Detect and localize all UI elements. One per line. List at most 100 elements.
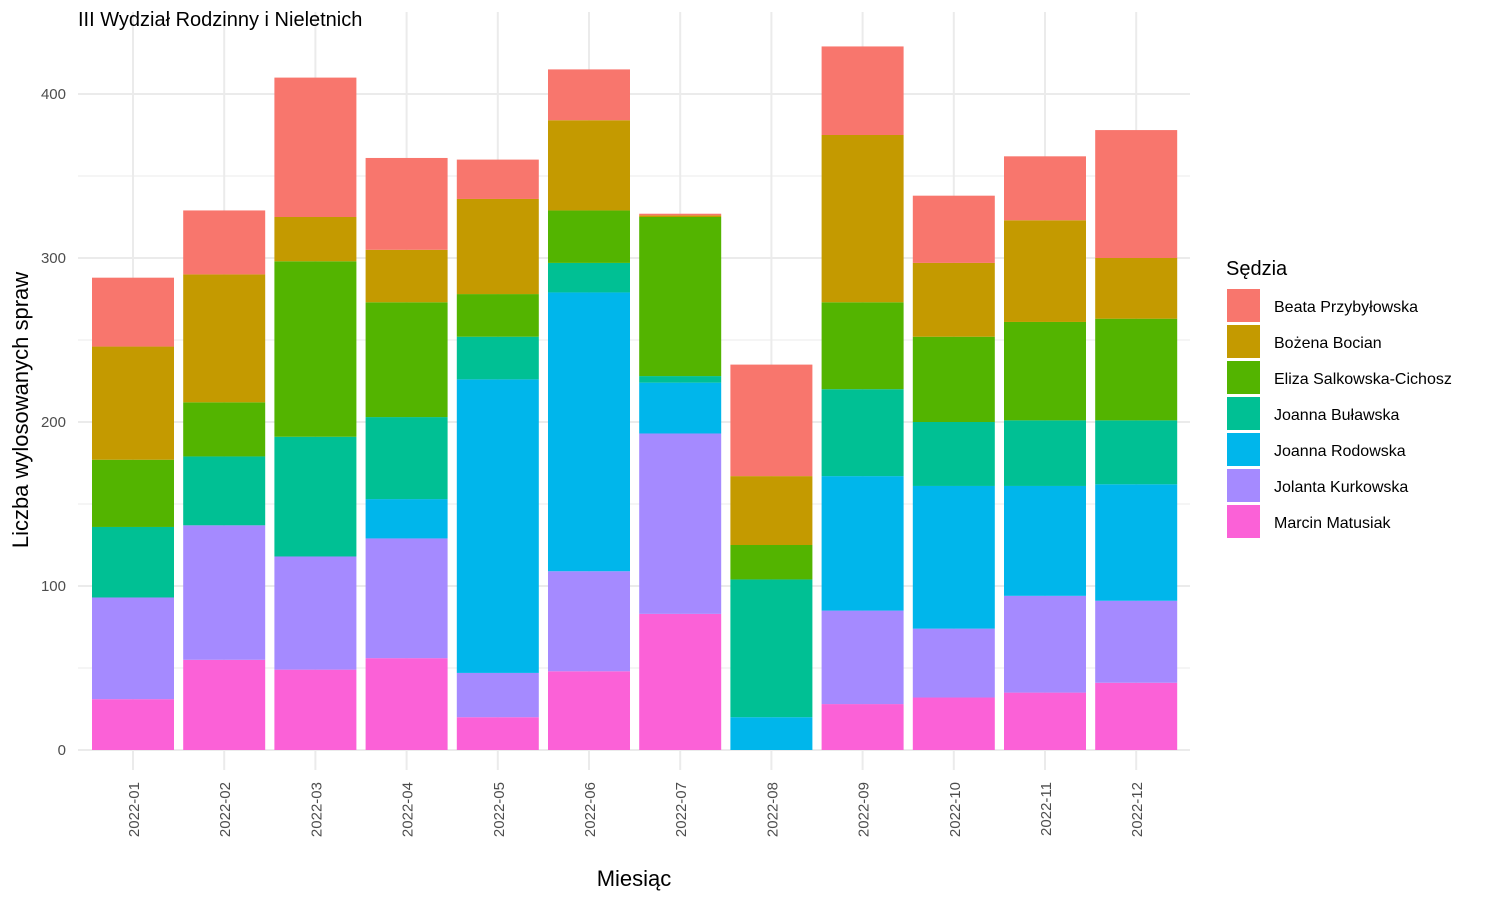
bar-segment [912, 195, 995, 263]
bar-segment [92, 699, 174, 750]
bar-segment [821, 610, 904, 705]
bar-segment [274, 261, 357, 437]
bar-segment [730, 545, 813, 580]
bar-segment [92, 459, 174, 527]
bar-segment [183, 456, 266, 526]
bar-segment [639, 376, 722, 383]
bar-segment [1004, 156, 1086, 221]
x-tick-label: 2022-01 [126, 782, 143, 837]
legend-swatch [1227, 469, 1260, 502]
bar-segment [274, 669, 357, 750]
legend-swatch [1227, 325, 1260, 358]
bar-segment [365, 249, 448, 303]
bar-segment [821, 302, 904, 390]
bar-segment [548, 571, 630, 672]
bar-segment [821, 389, 904, 477]
bar-segment [639, 433, 722, 614]
bar-segment [365, 658, 448, 750]
bar-segment [548, 262, 630, 293]
bar-segment [730, 579, 813, 718]
bar-segment [183, 402, 266, 457]
bar-segment [456, 379, 539, 673]
bar-segment [639, 613, 722, 750]
bar-segment [1004, 321, 1086, 421]
bar-segment [548, 671, 630, 750]
bar-segment [1095, 682, 1178, 750]
bar-segment [639, 213, 722, 216]
bar-segment [456, 672, 539, 718]
bar-segment [365, 417, 448, 500]
y-tick-label: 400 [41, 86, 66, 103]
bar-segment [821, 135, 904, 303]
bar-segment [821, 46, 904, 135]
x-axis-title: Miesiąc [597, 866, 672, 891]
bar-segment [365, 157, 448, 250]
bar-segment [92, 526, 174, 598]
x-tick-label: 2022-03 [308, 782, 325, 837]
bar-segment [1004, 595, 1086, 693]
bar-segment [365, 499, 448, 539]
x-tick-label: 2022-12 [1129, 782, 1146, 837]
bar-segment [183, 525, 266, 660]
bar-segment [912, 628, 995, 698]
bar-segment [183, 659, 266, 750]
bar-segment [274, 436, 357, 557]
y-axis-ticks: 0 100 200 300 400 [41, 86, 66, 759]
bar-segment [912, 262, 995, 337]
x-tick-label: 2022-09 [856, 782, 873, 837]
y-tick-label: 200 [41, 414, 66, 431]
bar-segment [274, 217, 357, 262]
x-tick-label: 2022-06 [582, 782, 599, 837]
bar-segment [1095, 318, 1178, 421]
x-tick-label: 2022-02 [217, 782, 234, 837]
bar-segment [548, 210, 630, 263]
bar-segment [183, 274, 266, 403]
x-tick-label: 2022-08 [764, 782, 781, 837]
bar-segment [92, 277, 174, 347]
bar-segment [456, 336, 539, 380]
bar-segment [821, 476, 904, 611]
y-axis-title: Liczba wylosowanych spraw [8, 272, 33, 548]
bar-segment [821, 704, 904, 750]
y-tick-label: 0 [58, 742, 66, 759]
bar-segment [639, 215, 722, 217]
bar-segment [1095, 600, 1178, 683]
bar-segment [274, 77, 357, 217]
bar-segment [548, 292, 630, 572]
legend: Sędzia Beata Przybyłowska Bożena Bocian El… [1226, 258, 1452, 538]
bar-segment [365, 302, 448, 418]
legend-entry-label: Joanna Rodowska [1274, 443, 1406, 460]
legend-swatch [1227, 289, 1260, 322]
bar-segment [1095, 420, 1178, 485]
x-tick-label: 2022-10 [947, 782, 964, 837]
bar-segment [1004, 692, 1086, 750]
bar-segment [639, 217, 722, 377]
bar-segment [1004, 220, 1086, 322]
bar-segment [1095, 130, 1178, 258]
x-tick-label: 2022-04 [400, 782, 417, 837]
legend-entry-label: Jolanta Kurkowska [1274, 479, 1408, 496]
legend-entry-label: Eliza Salkowska-Cichosz [1274, 371, 1452, 388]
bar-segment [639, 382, 722, 434]
x-tick-label: 2022-05 [491, 782, 508, 837]
legend-entry-label: Joanna Buławska [1274, 407, 1400, 424]
legend-entry-label: Beata Przybyłowska [1274, 299, 1418, 316]
bar-segment [912, 336, 995, 422]
legend-swatch [1227, 361, 1260, 394]
legend-swatch [1227, 397, 1260, 430]
bar-segment [1095, 258, 1178, 319]
bars [92, 46, 1178, 750]
bar-segment [183, 210, 266, 275]
legend-entry-label: Marcin Matusiak [1274, 515, 1391, 532]
bar-segment [912, 697, 995, 750]
bar-segment [456, 198, 539, 295]
legend-title: Sędzia [1226, 258, 1288, 280]
y-tick-label: 300 [41, 250, 66, 267]
bar-segment [1095, 484, 1178, 601]
bar-segment [1004, 420, 1086, 486]
x-tick-label: 2022-11 [1038, 782, 1055, 836]
bar-segment [548, 69, 630, 121]
bar-segment [456, 294, 539, 337]
bar-segment [912, 422, 995, 486]
